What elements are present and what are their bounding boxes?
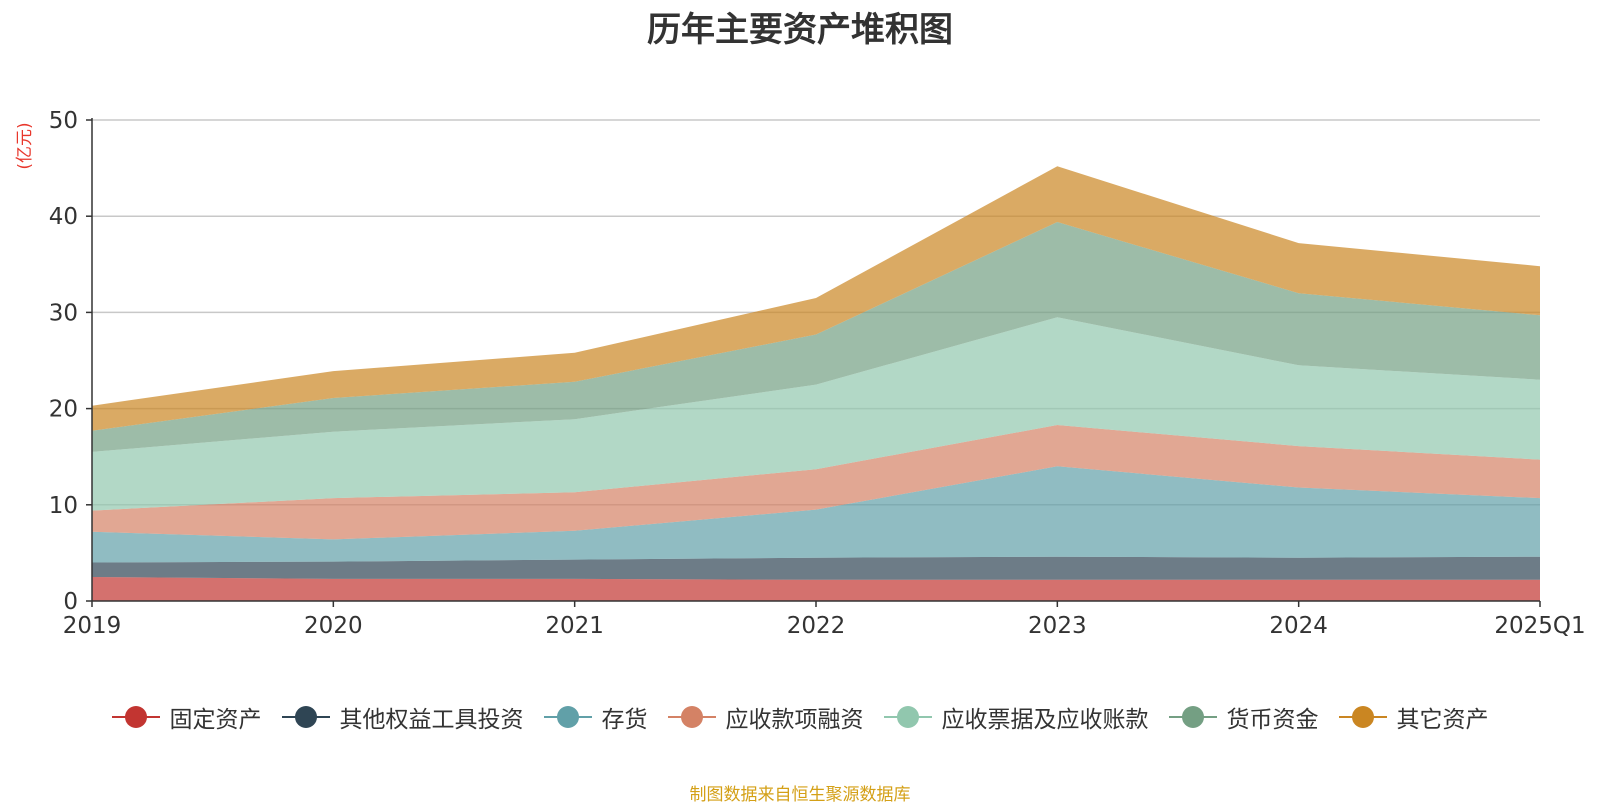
y-tick-label: 0 [63, 589, 78, 615]
legend-symbol-icon [543, 705, 592, 729]
y-tick-label: 50 [49, 108, 78, 134]
x-tick-label: 2020 [304, 613, 363, 639]
legend-item-2[interactable]: 存货 [543, 700, 648, 734]
area-series-4[interactable] [92, 317, 1540, 511]
area-series-5[interactable] [92, 222, 1540, 452]
axes: 0 10 20 30 40 50 2019 2020 2021 2022 2023 2024 2025Q… [15, 108, 1586, 639]
legend-label: 应收款项融资 [725, 707, 864, 733]
y-tick-label: 30 [49, 300, 78, 326]
legend-item-4[interactable]: 应收票据及应收账款 [883, 700, 1149, 734]
area-series-1[interactable] [92, 556, 1540, 580]
legend-symbol-icon [667, 705, 716, 729]
legend-symbol-icon [883, 705, 932, 729]
legend-label: 固定资产 [169, 707, 262, 733]
area-series-0[interactable] [92, 577, 1540, 601]
y-tick-label: 40 [49, 204, 78, 230]
chart-title: 历年主要资产堆积图 [647, 10, 953, 50]
legend-label: 应收票据及应收账款 [941, 707, 1149, 733]
x-tick-label: 2022 [787, 613, 846, 639]
legend-dot-icon [680, 706, 703, 728]
legend-dot-icon [896, 706, 919, 728]
legend-dot-icon [124, 706, 147, 728]
legend-item-3[interactable]: 应收款项融资 [667, 700, 864, 734]
legend-symbol-icon [111, 705, 160, 729]
legend-item-5[interactable]: 货币资金 [1168, 700, 1319, 734]
legend-item-0[interactable]: 固定资产 [111, 700, 262, 734]
area-series-6[interactable] [92, 166, 1540, 431]
x-tick-label: 2025Q1 [1494, 613, 1585, 639]
y-tick-label: 10 [49, 493, 78, 519]
legend-item-6[interactable]: 其它资产 [1338, 700, 1489, 734]
legend-dot-icon [1351, 706, 1374, 728]
x-tick-label: 2019 [63, 613, 122, 639]
x-tick-label: 2024 [1269, 613, 1328, 639]
legend-dot-icon [294, 706, 317, 728]
legend-dot-icon [556, 706, 579, 728]
legend: 固定资产 其他权益工具投资 存货 应收款项融资 应收票据及应收账款 货币资金 其它资产 [0, 700, 1600, 734]
y-axis-unit-label: (亿元) [15, 122, 35, 169]
stacked-areas [92, 166, 1540, 601]
area-series-2[interactable] [92, 466, 1540, 563]
legend-label: 存货 [601, 707, 648, 733]
legend-label: 其它资产 [1396, 707, 1489, 733]
legend-label: 货币资金 [1226, 707, 1319, 733]
y-tick-label: 20 [49, 397, 78, 423]
legend-label: 其他权益工具投资 [339, 707, 524, 733]
legend-dot-icon [1181, 706, 1204, 728]
legend-symbol-icon [281, 705, 330, 729]
legend-symbol-icon [1338, 705, 1387, 729]
x-tick-label: 2021 [545, 613, 604, 639]
legend-item-1[interactable]: 其他权益工具投资 [281, 700, 524, 734]
legend-symbol-icon [1168, 705, 1217, 729]
x-tick-label: 2023 [1028, 613, 1087, 639]
source-note: 制图数据来自恒生聚源数据库 [689, 785, 911, 805]
area-series-3[interactable] [92, 425, 1540, 540]
